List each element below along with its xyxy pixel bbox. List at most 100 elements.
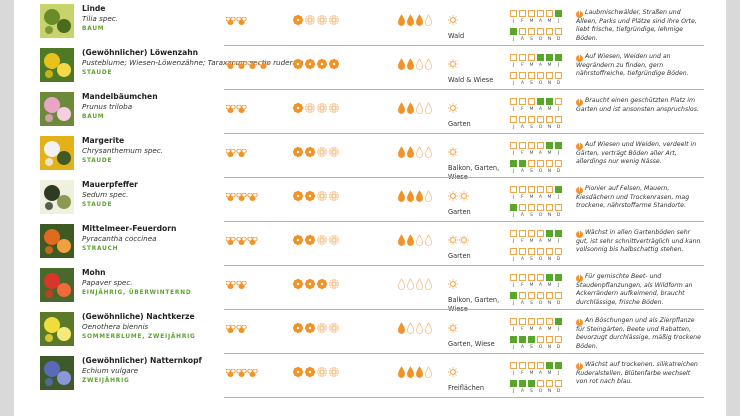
bee-icon bbox=[236, 368, 247, 377]
bloom-month-label: M bbox=[547, 63, 552, 68]
flower-icon bbox=[304, 366, 316, 378]
bloom-month-label: A bbox=[520, 301, 525, 306]
description-text: Auf Wiesen und Weiden, verdeelt in Gärte… bbox=[576, 141, 697, 166]
info-badge-icon: ! bbox=[576, 231, 583, 238]
bee-rating bbox=[225, 276, 286, 289]
bee-icon bbox=[236, 148, 247, 157]
sun-icon bbox=[448, 15, 458, 25]
bloom-month-cell bbox=[519, 362, 526, 369]
flower-icon bbox=[304, 58, 316, 70]
bloom-month-cell bbox=[528, 380, 535, 387]
info-badge-icon: ! bbox=[576, 55, 583, 62]
bloom-month-label: M bbox=[547, 19, 552, 24]
bloom-month-cell bbox=[555, 204, 562, 211]
bloom-month-label: O bbox=[538, 213, 543, 218]
sun-icon bbox=[448, 147, 458, 157]
plant-common-name: Mohn bbox=[82, 268, 106, 277]
bloom-month-label: M bbox=[529, 19, 534, 24]
bloom-month-cell bbox=[537, 54, 544, 61]
bloom-month-cell bbox=[510, 54, 517, 61]
water-rating-icons bbox=[398, 278, 432, 290]
bloom-month-cell bbox=[546, 72, 553, 79]
bloom-month-cell bbox=[510, 362, 517, 369]
plant-photo bbox=[40, 224, 74, 258]
water-drop-icon bbox=[416, 234, 423, 246]
bee-icon bbox=[236, 104, 247, 113]
bloom-month-cell bbox=[546, 380, 553, 387]
bee-icon bbox=[225, 16, 236, 25]
bee-rating bbox=[225, 232, 286, 245]
bloom-month-cell bbox=[510, 98, 517, 105]
location-label: Garten, Wiese bbox=[448, 340, 495, 348]
water-drop-icon bbox=[407, 234, 414, 246]
bee-rating-icons bbox=[225, 104, 247, 113]
bloom-month-cell bbox=[537, 116, 544, 123]
bloom-month-cell bbox=[528, 248, 535, 255]
water-rating bbox=[398, 143, 438, 158]
bloom-month-label: D bbox=[556, 345, 561, 350]
bloom-month-label: N bbox=[547, 389, 552, 394]
bloom-month-label: J bbox=[557, 239, 560, 244]
bee-rating-icons bbox=[225, 16, 247, 25]
bloom-month-cell bbox=[528, 116, 535, 123]
plant-category: BAUM bbox=[82, 113, 105, 120]
water-drop-icon bbox=[416, 58, 423, 70]
bloom-month-label: M bbox=[547, 107, 552, 112]
water-rating-icons bbox=[398, 190, 432, 202]
flower-icon bbox=[316, 58, 328, 70]
bee-icon bbox=[247, 236, 258, 245]
plant-description: ! Für gemischte Beet- und Staudenpflanzun… bbox=[576, 273, 702, 307]
water-rating bbox=[398, 99, 438, 114]
bloom-month-label: M bbox=[529, 239, 534, 244]
plant-row: Mandelbäumchen Prunus triloba BAUM Garten J F… bbox=[14, 90, 726, 134]
bee-icon bbox=[225, 104, 236, 113]
location-block: Garten bbox=[448, 231, 508, 261]
sun-rating-icons bbox=[448, 147, 458, 157]
bloom-month-label: F bbox=[521, 151, 524, 156]
location-block: Wald & Wiese bbox=[448, 55, 508, 85]
bee-rating-icons bbox=[225, 192, 258, 201]
plant-category: STAUDE bbox=[82, 69, 113, 76]
flower-icon bbox=[292, 190, 304, 202]
water-drop-icon bbox=[407, 322, 414, 334]
location-label: Wald & Wiese bbox=[448, 76, 494, 84]
bloom-month-cell bbox=[510, 274, 517, 281]
bloom-month-label: S bbox=[530, 169, 533, 174]
bloom-month-cell bbox=[510, 248, 517, 255]
bloom-month-cell bbox=[510, 72, 517, 79]
plant-description: ! Wächst auf trockenen, silikatreichen Ru… bbox=[576, 361, 702, 387]
flower-rating-icons bbox=[292, 14, 340, 26]
bloom-month-label: S bbox=[530, 389, 533, 394]
bee-rating-icons bbox=[225, 324, 247, 333]
location-label: Garten bbox=[448, 120, 471, 128]
bloom-month-label: M bbox=[547, 239, 552, 244]
plant-latin-name: Prunus triloba bbox=[82, 102, 133, 111]
bloom-month-label: A bbox=[520, 345, 525, 350]
bee-rating-icons bbox=[225, 280, 247, 289]
plant-description: ! Braucht einen geschützten Platz im Gart… bbox=[576, 97, 702, 114]
flower-rating-icons bbox=[292, 322, 340, 334]
bloom-month-label: A bbox=[520, 125, 525, 130]
plant-name-block: Mittelmeer-Feuerdorn Pyracantha coccinea S… bbox=[82, 224, 222, 254]
plant-description: ! Auf Wiesen und Weiden, verdeelt in Gärt… bbox=[576, 141, 702, 167]
bee-rating-icons bbox=[225, 368, 258, 377]
info-badge-icon: ! bbox=[576, 319, 583, 326]
water-drop-icon bbox=[407, 14, 414, 26]
water-rating bbox=[398, 363, 438, 378]
bloom-month-cell bbox=[537, 318, 544, 325]
bloom-month-label: M bbox=[547, 283, 552, 288]
bloom-month-label: A bbox=[520, 257, 525, 262]
plant-row: Mittelmeer-Feuerdorn Pyracantha coccinea S… bbox=[14, 222, 726, 266]
bloom-month-label: A bbox=[538, 195, 543, 200]
bloom-month-label: A bbox=[520, 37, 525, 42]
bloom-month-label: F bbox=[521, 107, 524, 112]
plant-photo-image bbox=[40, 4, 74, 38]
plant-table-page: Linde Tilia spec. BAUM Wald J F M A M J J A S O N D! Lau… bbox=[14, 0, 726, 416]
sun-rating-icons bbox=[448, 367, 458, 377]
water-rating bbox=[398, 11, 438, 26]
bloom-month-cell bbox=[537, 28, 544, 35]
bloom-month-cell bbox=[528, 336, 535, 343]
water-rating-icons bbox=[398, 322, 432, 334]
